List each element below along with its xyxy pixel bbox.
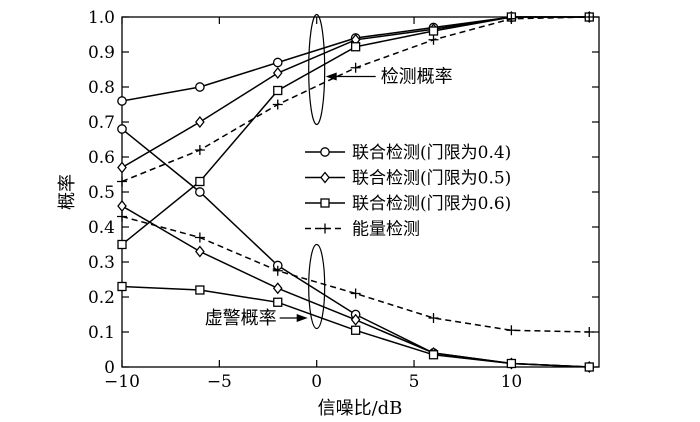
legend-item: 联合检测(门限为0.6) <box>305 194 511 214</box>
y-tick-label: 0.8 <box>88 78 115 98</box>
series-false_alarm-6 <box>117 281 594 372</box>
series-detection-0 <box>117 12 595 106</box>
data-point-plus <box>584 12 595 22</box>
data-point-plus <box>506 13 517 24</box>
data-point-square <box>350 325 361 335</box>
data-point-square <box>195 176 205 187</box>
legend-item: 联合检测(门限为0.5) <box>305 169 511 189</box>
data-point-square <box>117 281 127 292</box>
series-line <box>121 16 590 102</box>
data-point-plus <box>506 325 517 336</box>
detection-ellipse <box>308 13 326 126</box>
false-alarm-arrow-head <box>296 314 308 322</box>
data-point-circle <box>195 82 205 92</box>
data-point-plus <box>350 288 361 299</box>
x-tick-label: 10 <box>501 372 523 392</box>
axis-tick-labels: −10 −5 0 5 10 0 0.1 0.2 0.3 0.4 0.5 0.6 0.7 0.8 0.9 1.0 <box>88 8 522 392</box>
x-tick-label: 0 <box>311 372 322 392</box>
data-point-diamond <box>195 245 205 258</box>
data-point-diamond <box>117 199 127 213</box>
data-point-circle <box>117 96 127 106</box>
data-point-plus <box>117 176 127 187</box>
data-point-plus <box>428 34 439 45</box>
data-point-square <box>117 239 127 250</box>
data-point-diamond <box>272 66 283 80</box>
legend-label: 联合检测(门限为0.5) <box>352 169 511 189</box>
data-point-square <box>428 350 439 360</box>
data-point-plus <box>194 145 205 155</box>
x-axis-label: 信噪比/dB <box>318 398 403 419</box>
data-point-plus <box>194 232 205 243</box>
annotation-false-alarm: 虚警概率 <box>205 308 277 329</box>
legend-marker-plus <box>320 223 330 234</box>
data-point-circle <box>117 124 127 134</box>
data-point-circle <box>195 187 205 197</box>
data-point-diamond <box>195 115 205 129</box>
series-false_alarm-7 <box>117 211 595 337</box>
data-point-plus <box>428 313 439 323</box>
y-tick-label: 1.0 <box>88 8 115 28</box>
y-tick-label: 0.4 <box>88 218 115 238</box>
x-tick-label: 5 <box>409 372 420 392</box>
legend-label: 能量检测 <box>352 220 420 240</box>
data-point-diamond <box>117 161 127 174</box>
legend-item: 能量检测 <box>305 220 420 240</box>
data-point-square <box>273 85 283 96</box>
y-axis-label: 概率 <box>57 174 78 210</box>
series-layer <box>117 10 595 374</box>
data-point-square <box>584 362 594 372</box>
data-point-plus <box>350 62 361 73</box>
data-point-square <box>428 26 439 36</box>
data-point-diamond <box>350 313 361 326</box>
plot-frame <box>121 16 600 368</box>
legend-marker-circle <box>320 147 330 157</box>
legend-label: 联合检测(门限为0.4) <box>352 143 511 163</box>
data-point-square <box>350 42 361 52</box>
data-point-plus <box>584 327 595 337</box>
data-point-diamond <box>272 282 283 295</box>
y-tick-label: 0.2 <box>88 288 115 308</box>
legend: 联合检测(门限为0.4) 联合检测(门限为0.5) 联合检测(门限为0.6) 能量检测 <box>305 143 511 240</box>
y-tick-label: 0.5 <box>88 183 115 203</box>
series-detection-3 <box>117 12 595 187</box>
annotation-detection: 检测概率 <box>381 67 453 88</box>
data-point-plus <box>117 211 127 222</box>
y-tick-label: 0.7 <box>88 113 115 133</box>
x-tick-label: −5 <box>207 372 232 392</box>
y-tick-label: 0.3 <box>88 253 115 273</box>
y-tick-label: 0.1 <box>88 323 115 343</box>
data-point-square <box>195 285 205 295</box>
legend-label: 联合检测(门限为0.6) <box>352 194 511 214</box>
data-point-plus <box>272 99 283 110</box>
legend-marker-diamond <box>320 171 330 184</box>
x-tick-label: −10 <box>104 372 140 392</box>
y-tick-label: 0.6 <box>88 148 115 168</box>
y-tick-label: 0.9 <box>88 43 115 63</box>
legend-item: 联合检测(门限为0.4) <box>305 143 511 163</box>
y-tick-label: 0 <box>104 358 115 378</box>
detection-arrow-head <box>325 72 337 81</box>
legend-marker-square <box>320 198 330 208</box>
data-point-square <box>506 358 517 369</box>
data-point-plus <box>272 265 283 276</box>
axis-ticks <box>121 16 599 368</box>
data-point-square <box>273 297 283 307</box>
data-point-circle <box>272 57 283 68</box>
false-alarm-ellipse <box>308 243 326 330</box>
